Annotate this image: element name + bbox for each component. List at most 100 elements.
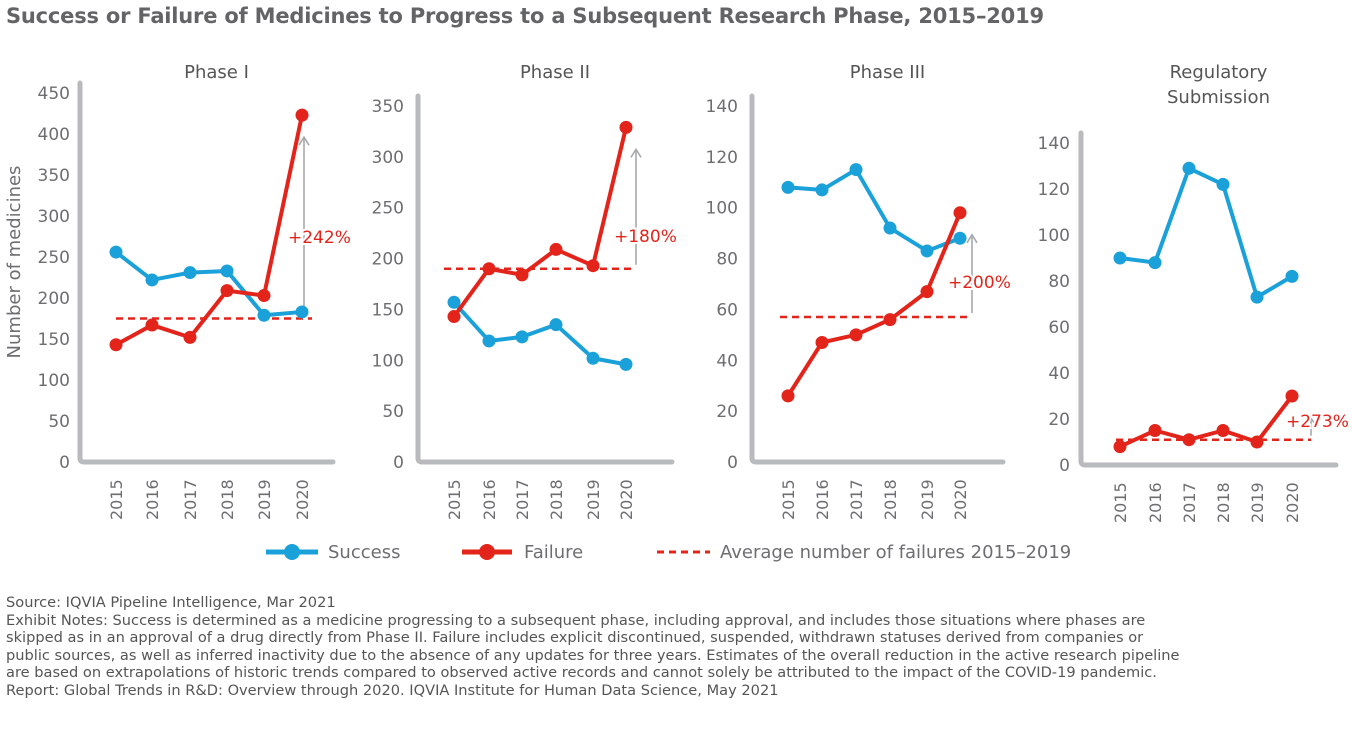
failure-point bbox=[849, 328, 863, 342]
x-tick-label: 2020 bbox=[293, 479, 312, 520]
x-tick-label: 2019 bbox=[584, 479, 603, 520]
success-point bbox=[482, 334, 496, 348]
y-tick-label: 350 bbox=[372, 97, 404, 117]
x-tick-label: 2018 bbox=[218, 479, 237, 520]
growth-arrow-head bbox=[298, 135, 310, 146]
x-tick-label: 2018 bbox=[881, 479, 900, 520]
success-point bbox=[1182, 161, 1196, 175]
failure-point bbox=[1182, 433, 1196, 447]
legend-label-success: Success bbox=[328, 542, 400, 563]
x-tick-label: 2020 bbox=[951, 479, 970, 520]
y-tick-label: 100 bbox=[1038, 226, 1070, 246]
y-tick-label: 140 bbox=[1038, 134, 1070, 154]
y-tick-label: 80 bbox=[716, 250, 738, 270]
x-tick-label: 2018 bbox=[547, 479, 566, 520]
success-point bbox=[109, 245, 123, 259]
failure-point bbox=[447, 310, 461, 324]
success-point bbox=[815, 183, 829, 197]
failure-point bbox=[220, 284, 234, 298]
y-tick-label: 0 bbox=[393, 453, 404, 473]
failure-point bbox=[1113, 440, 1127, 454]
panel-title: Regulatory bbox=[1170, 62, 1268, 83]
x-tick-label: 2019 bbox=[918, 479, 937, 520]
axis-lines bbox=[1078, 130, 1339, 468]
source-note: Source: IQVIA Pipeline Intelligence, Mar… bbox=[6, 594, 336, 611]
y-tick-label: 450 bbox=[38, 84, 70, 104]
y-tick-label: 0 bbox=[727, 453, 738, 473]
axis-lines bbox=[749, 93, 1006, 465]
x-tick-label: 2017 bbox=[513, 479, 532, 520]
failure-point bbox=[1250, 435, 1264, 449]
success-point bbox=[295, 305, 309, 319]
failure-line bbox=[786, 212, 962, 397]
failure-point bbox=[515, 268, 529, 282]
failure-point bbox=[295, 108, 309, 122]
y-tick-label: 20 bbox=[1048, 410, 1070, 430]
y-tick-label: 300 bbox=[372, 148, 404, 168]
notes-block: Source: IQVIA Pipeline Intelligence, Mar… bbox=[6, 594, 1346, 700]
failure-point bbox=[920, 285, 934, 299]
growth-annotation: +200% bbox=[948, 273, 1011, 293]
x-tick-label: 2016 bbox=[480, 479, 499, 520]
success-line bbox=[1119, 166, 1294, 300]
legend-label-average: Average number of failures 2015–2019 bbox=[720, 542, 1071, 563]
panel-title: Phase III bbox=[850, 62, 925, 83]
failure-line bbox=[452, 126, 628, 318]
y-tick-label: 120 bbox=[1038, 180, 1070, 200]
failure-point bbox=[482, 262, 496, 276]
success-point bbox=[781, 180, 795, 194]
failure-point bbox=[145, 318, 159, 332]
panel-title: Phase I bbox=[184, 62, 249, 83]
exhibit-note-line: public sources, as well as inferred inac… bbox=[6, 646, 1180, 664]
x-tick-label: 2015 bbox=[779, 479, 798, 520]
growth-arrow-head bbox=[1305, 416, 1317, 427]
success-point bbox=[1113, 251, 1127, 265]
failure-point bbox=[183, 330, 197, 344]
growth-annotation: +242% bbox=[288, 228, 351, 248]
success-point bbox=[1216, 177, 1230, 191]
success-line bbox=[787, 167, 961, 253]
axis-lines bbox=[77, 80, 336, 465]
failure-point bbox=[815, 335, 829, 349]
axis-lines bbox=[415, 93, 675, 465]
x-tick-label: 2015 bbox=[107, 479, 126, 520]
y-tick-label: 40 bbox=[1048, 364, 1070, 384]
failure-point bbox=[549, 242, 563, 256]
success-point bbox=[145, 273, 159, 287]
success-point bbox=[619, 357, 633, 371]
success-point bbox=[1285, 269, 1299, 283]
y-tick-label: 0 bbox=[1059, 456, 1070, 476]
success-point bbox=[849, 163, 863, 177]
y-tick-label: 60 bbox=[1048, 318, 1070, 338]
x-tick-label: 2015 bbox=[445, 479, 464, 520]
failure-point bbox=[586, 259, 600, 273]
growth-arrow-head bbox=[630, 147, 642, 158]
failure-point bbox=[109, 338, 123, 352]
legend-label-failure: Failure bbox=[524, 542, 583, 563]
y-tick-label: 200 bbox=[372, 250, 404, 270]
y-tick-label: 350 bbox=[38, 166, 70, 186]
failure-point bbox=[1148, 424, 1162, 437]
x-tick-label: 2015 bbox=[1111, 482, 1130, 523]
panel-title: Submission bbox=[1167, 87, 1270, 108]
failure-point bbox=[953, 206, 967, 220]
y-tick-label: 150 bbox=[372, 300, 404, 320]
legend-success-marker bbox=[284, 544, 300, 560]
exhibit-note-line: are based on extrapolations of historic … bbox=[6, 664, 1157, 682]
y-tick-label: 100 bbox=[38, 371, 70, 391]
y-tick-label: 50 bbox=[382, 402, 404, 422]
x-tick-label: 2017 bbox=[847, 479, 866, 520]
x-tick-label: 2017 bbox=[1180, 482, 1199, 523]
x-tick-label: 2020 bbox=[1283, 482, 1302, 523]
x-tick-label: 2019 bbox=[255, 479, 274, 520]
y-tick-label: 120 bbox=[706, 148, 738, 168]
success-point bbox=[953, 231, 967, 245]
report-note: Report: Global Trends in R&D: Overview t… bbox=[6, 681, 779, 699]
failure-point bbox=[619, 120, 633, 134]
x-tick-label: 2018 bbox=[1214, 482, 1233, 523]
y-tick-label: 40 bbox=[716, 351, 738, 371]
y-tick-label: 140 bbox=[706, 97, 738, 117]
x-tick-label: 2019 bbox=[1248, 482, 1267, 523]
y-tick-label: 20 bbox=[716, 402, 738, 422]
growth-annotation: +273% bbox=[1286, 412, 1349, 432]
